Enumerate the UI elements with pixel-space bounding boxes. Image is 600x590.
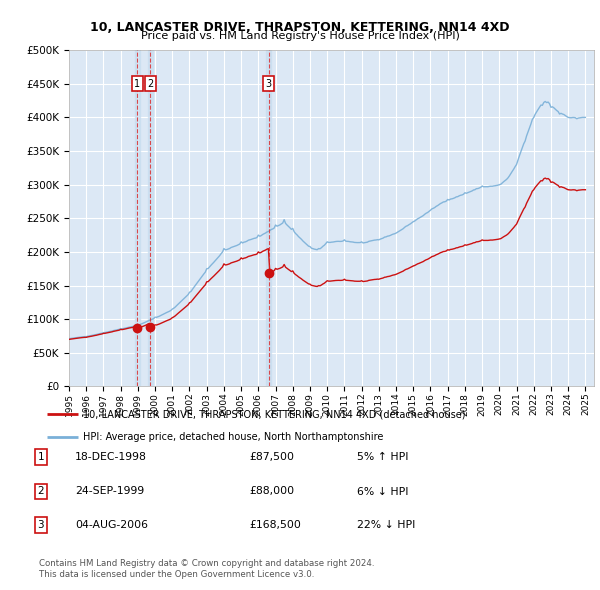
- Text: HPI: Average price, detached house, North Northamptonshire: HPI: Average price, detached house, Nort…: [83, 432, 383, 441]
- Text: 3: 3: [37, 520, 44, 530]
- Text: 3: 3: [265, 79, 272, 88]
- Text: Price paid vs. HM Land Registry's House Price Index (HPI): Price paid vs. HM Land Registry's House …: [140, 31, 460, 41]
- Bar: [134, 50, 140, 386]
- Text: £87,500: £87,500: [249, 453, 294, 462]
- Text: £168,500: £168,500: [249, 520, 301, 530]
- Text: 5% ↑ HPI: 5% ↑ HPI: [357, 453, 409, 462]
- Text: Contains HM Land Registry data © Crown copyright and database right 2024.: Contains HM Land Registry data © Crown c…: [39, 559, 374, 568]
- Text: 2: 2: [37, 487, 44, 496]
- Text: 24-SEP-1999: 24-SEP-1999: [75, 487, 144, 496]
- Bar: [148, 50, 153, 386]
- Text: 6% ↓ HPI: 6% ↓ HPI: [357, 487, 409, 496]
- Text: £88,000: £88,000: [249, 487, 294, 496]
- Text: 22% ↓ HPI: 22% ↓ HPI: [357, 520, 415, 530]
- Text: 2: 2: [147, 79, 154, 88]
- Text: 1: 1: [134, 79, 140, 88]
- Text: 04-AUG-2006: 04-AUG-2006: [75, 520, 148, 530]
- Text: 10, LANCASTER DRIVE, THRAPSTON, KETTERING, NN14 4XD: 10, LANCASTER DRIVE, THRAPSTON, KETTERIN…: [90, 21, 510, 34]
- Bar: [266, 50, 271, 386]
- Text: 18-DEC-1998: 18-DEC-1998: [75, 453, 147, 462]
- Text: 1: 1: [37, 453, 44, 462]
- Text: 10, LANCASTER DRIVE, THRAPSTON, KETTERING, NN14 4XD (detached house): 10, LANCASTER DRIVE, THRAPSTON, KETTERIN…: [83, 409, 466, 419]
- Text: This data is licensed under the Open Government Licence v3.0.: This data is licensed under the Open Gov…: [39, 571, 314, 579]
